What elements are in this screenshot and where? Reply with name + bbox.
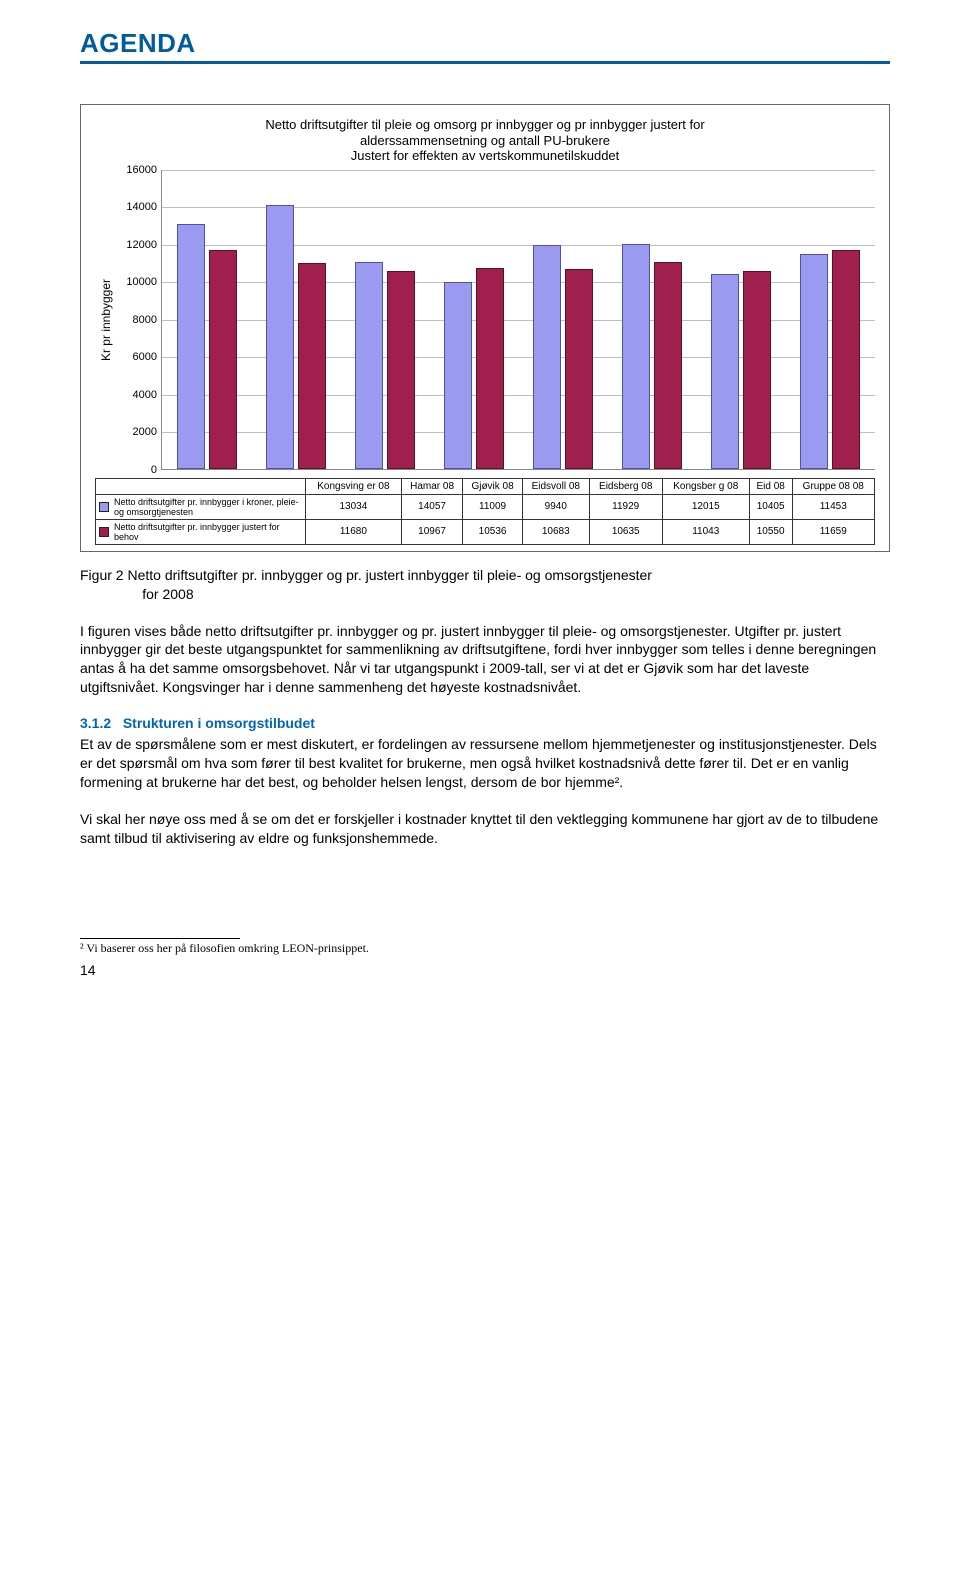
legend-swatch bbox=[99, 502, 109, 512]
table-data-cell: 10635 bbox=[589, 519, 662, 544]
bar-group bbox=[162, 224, 251, 468]
y-tick-label: 6000 bbox=[133, 351, 157, 363]
bar-group bbox=[608, 244, 697, 469]
logo: AGENDA bbox=[80, 28, 890, 59]
y-tick-label: 4000 bbox=[133, 389, 157, 401]
legend-label: Netto driftsutgifter pr. innbygger juste… bbox=[114, 522, 280, 542]
bar-group bbox=[251, 205, 340, 469]
header-rule bbox=[80, 61, 890, 64]
table-row-label: Netto driftsutgifter pr. innbygger juste… bbox=[96, 519, 306, 544]
table-data-cell: 11680 bbox=[306, 519, 402, 544]
y-axis-label: Kr pr innbygger bbox=[99, 279, 113, 361]
chart-title-line1: Netto driftsutgifter til pleie og omsorg… bbox=[95, 117, 875, 133]
bar-group bbox=[697, 271, 786, 469]
bar bbox=[711, 274, 739, 469]
table-corner bbox=[96, 478, 306, 494]
table-header-cell: Kongsber g 08 bbox=[662, 478, 749, 494]
heading-number: 3.1.2 bbox=[80, 715, 111, 731]
footnote: ² Vi baserer oss her på filosofien omkri… bbox=[80, 941, 890, 956]
bar-group bbox=[429, 268, 518, 468]
table-data-cell: 13034 bbox=[306, 494, 402, 519]
legend-swatch bbox=[99, 527, 109, 537]
table-data-cell: 11929 bbox=[589, 494, 662, 519]
chart-container: Netto driftsutgifter til pleie og omsorg… bbox=[80, 104, 890, 552]
table-data-cell: 14057 bbox=[401, 494, 463, 519]
chart-plot-area bbox=[161, 170, 875, 470]
table-header-cell: Hamar 08 bbox=[401, 478, 463, 494]
bar bbox=[800, 254, 828, 469]
table-data-cell: 12015 bbox=[662, 494, 749, 519]
chart-data-table: Kongsving er 08Hamar 08Gjøvik 08Eidsvoll… bbox=[95, 478, 875, 545]
bar bbox=[476, 268, 504, 468]
table-row-label: Netto driftsutgifter pr. innbygger i kro… bbox=[96, 494, 306, 519]
footnote-rule bbox=[80, 938, 240, 939]
bar bbox=[177, 224, 205, 468]
table-data-cell: 10405 bbox=[749, 494, 792, 519]
table-data-cell: 11659 bbox=[792, 519, 874, 544]
y-tick-label: 14000 bbox=[126, 201, 157, 213]
bar bbox=[266, 205, 294, 469]
y-tick-label: 2000 bbox=[133, 426, 157, 438]
table-data-cell: 10967 bbox=[401, 519, 463, 544]
bar bbox=[444, 282, 472, 468]
bar-group bbox=[786, 250, 875, 469]
chart-title-line3: Justert for effekten av vertskommunetils… bbox=[95, 148, 875, 164]
table-header-cell: Gjøvik 08 bbox=[463, 478, 523, 494]
bar bbox=[355, 262, 383, 468]
heading-text: Strukturen i omsorgstilbudet bbox=[123, 715, 315, 731]
y-tick-label: 16000 bbox=[126, 164, 157, 176]
table-data-cell: 10536 bbox=[463, 519, 523, 544]
y-tick-label: 8000 bbox=[133, 314, 157, 326]
page-number: 14 bbox=[80, 962, 890, 978]
table-header-cell: Eid 08 bbox=[749, 478, 792, 494]
bar bbox=[298, 263, 326, 469]
table-data-cell: 11043 bbox=[662, 519, 749, 544]
bar bbox=[654, 262, 682, 469]
table-header-cell: Eidsvoll 08 bbox=[522, 478, 589, 494]
table-data-cell: 9940 bbox=[522, 494, 589, 519]
paragraph-3: Vi skal her nøye oss med å se om det er … bbox=[80, 810, 890, 848]
table-header-cell: Eidsberg 08 bbox=[589, 478, 662, 494]
y-tick-label: 12000 bbox=[126, 239, 157, 251]
table-data-cell: 10550 bbox=[749, 519, 792, 544]
y-axis-ticks: 0200040006000800010000120001400016000 bbox=[117, 170, 161, 470]
bar bbox=[743, 271, 771, 469]
page-header: AGENDA bbox=[80, 0, 890, 64]
paragraph-1: I figuren vises både netto driftsutgifte… bbox=[80, 622, 890, 698]
table-header-cell: Kongsving er 08 bbox=[306, 478, 402, 494]
table-header-cell: Gruppe 08 08 bbox=[792, 478, 874, 494]
y-tick-label: 10000 bbox=[126, 276, 157, 288]
bar bbox=[533, 245, 561, 469]
table-data-cell: 11453 bbox=[792, 494, 874, 519]
bar-group bbox=[519, 245, 608, 469]
chart-title: Netto driftsutgifter til pleie og omsorg… bbox=[95, 117, 875, 164]
y-tick-label: 0 bbox=[151, 464, 157, 476]
grid-line bbox=[162, 170, 875, 171]
legend-label: Netto driftsutgifter pr. innbygger i kro… bbox=[114, 497, 299, 517]
caption-text-1: Figur 2 Netto driftsutgifter pr. innbygg… bbox=[80, 567, 652, 583]
bar-group bbox=[340, 262, 429, 468]
bar bbox=[209, 250, 237, 469]
bar bbox=[622, 244, 650, 469]
bar bbox=[832, 250, 860, 469]
paragraph-2: Et av de spørsmålene som er mest diskute… bbox=[80, 735, 890, 792]
chart-title-line2: alderssammensetning og antall PU-brukere bbox=[95, 133, 875, 149]
table-data-cell: 10683 bbox=[522, 519, 589, 544]
bar bbox=[387, 271, 415, 469]
caption-text-2: for 2008 bbox=[142, 586, 193, 602]
section-heading: 3.1.2 Strukturen i omsorgstilbudet bbox=[80, 715, 890, 731]
figure-caption: Figur 2 Netto driftsutgifter pr. innbygg… bbox=[80, 566, 890, 604]
table-data-cell: 11009 bbox=[463, 494, 523, 519]
bar bbox=[565, 269, 593, 468]
